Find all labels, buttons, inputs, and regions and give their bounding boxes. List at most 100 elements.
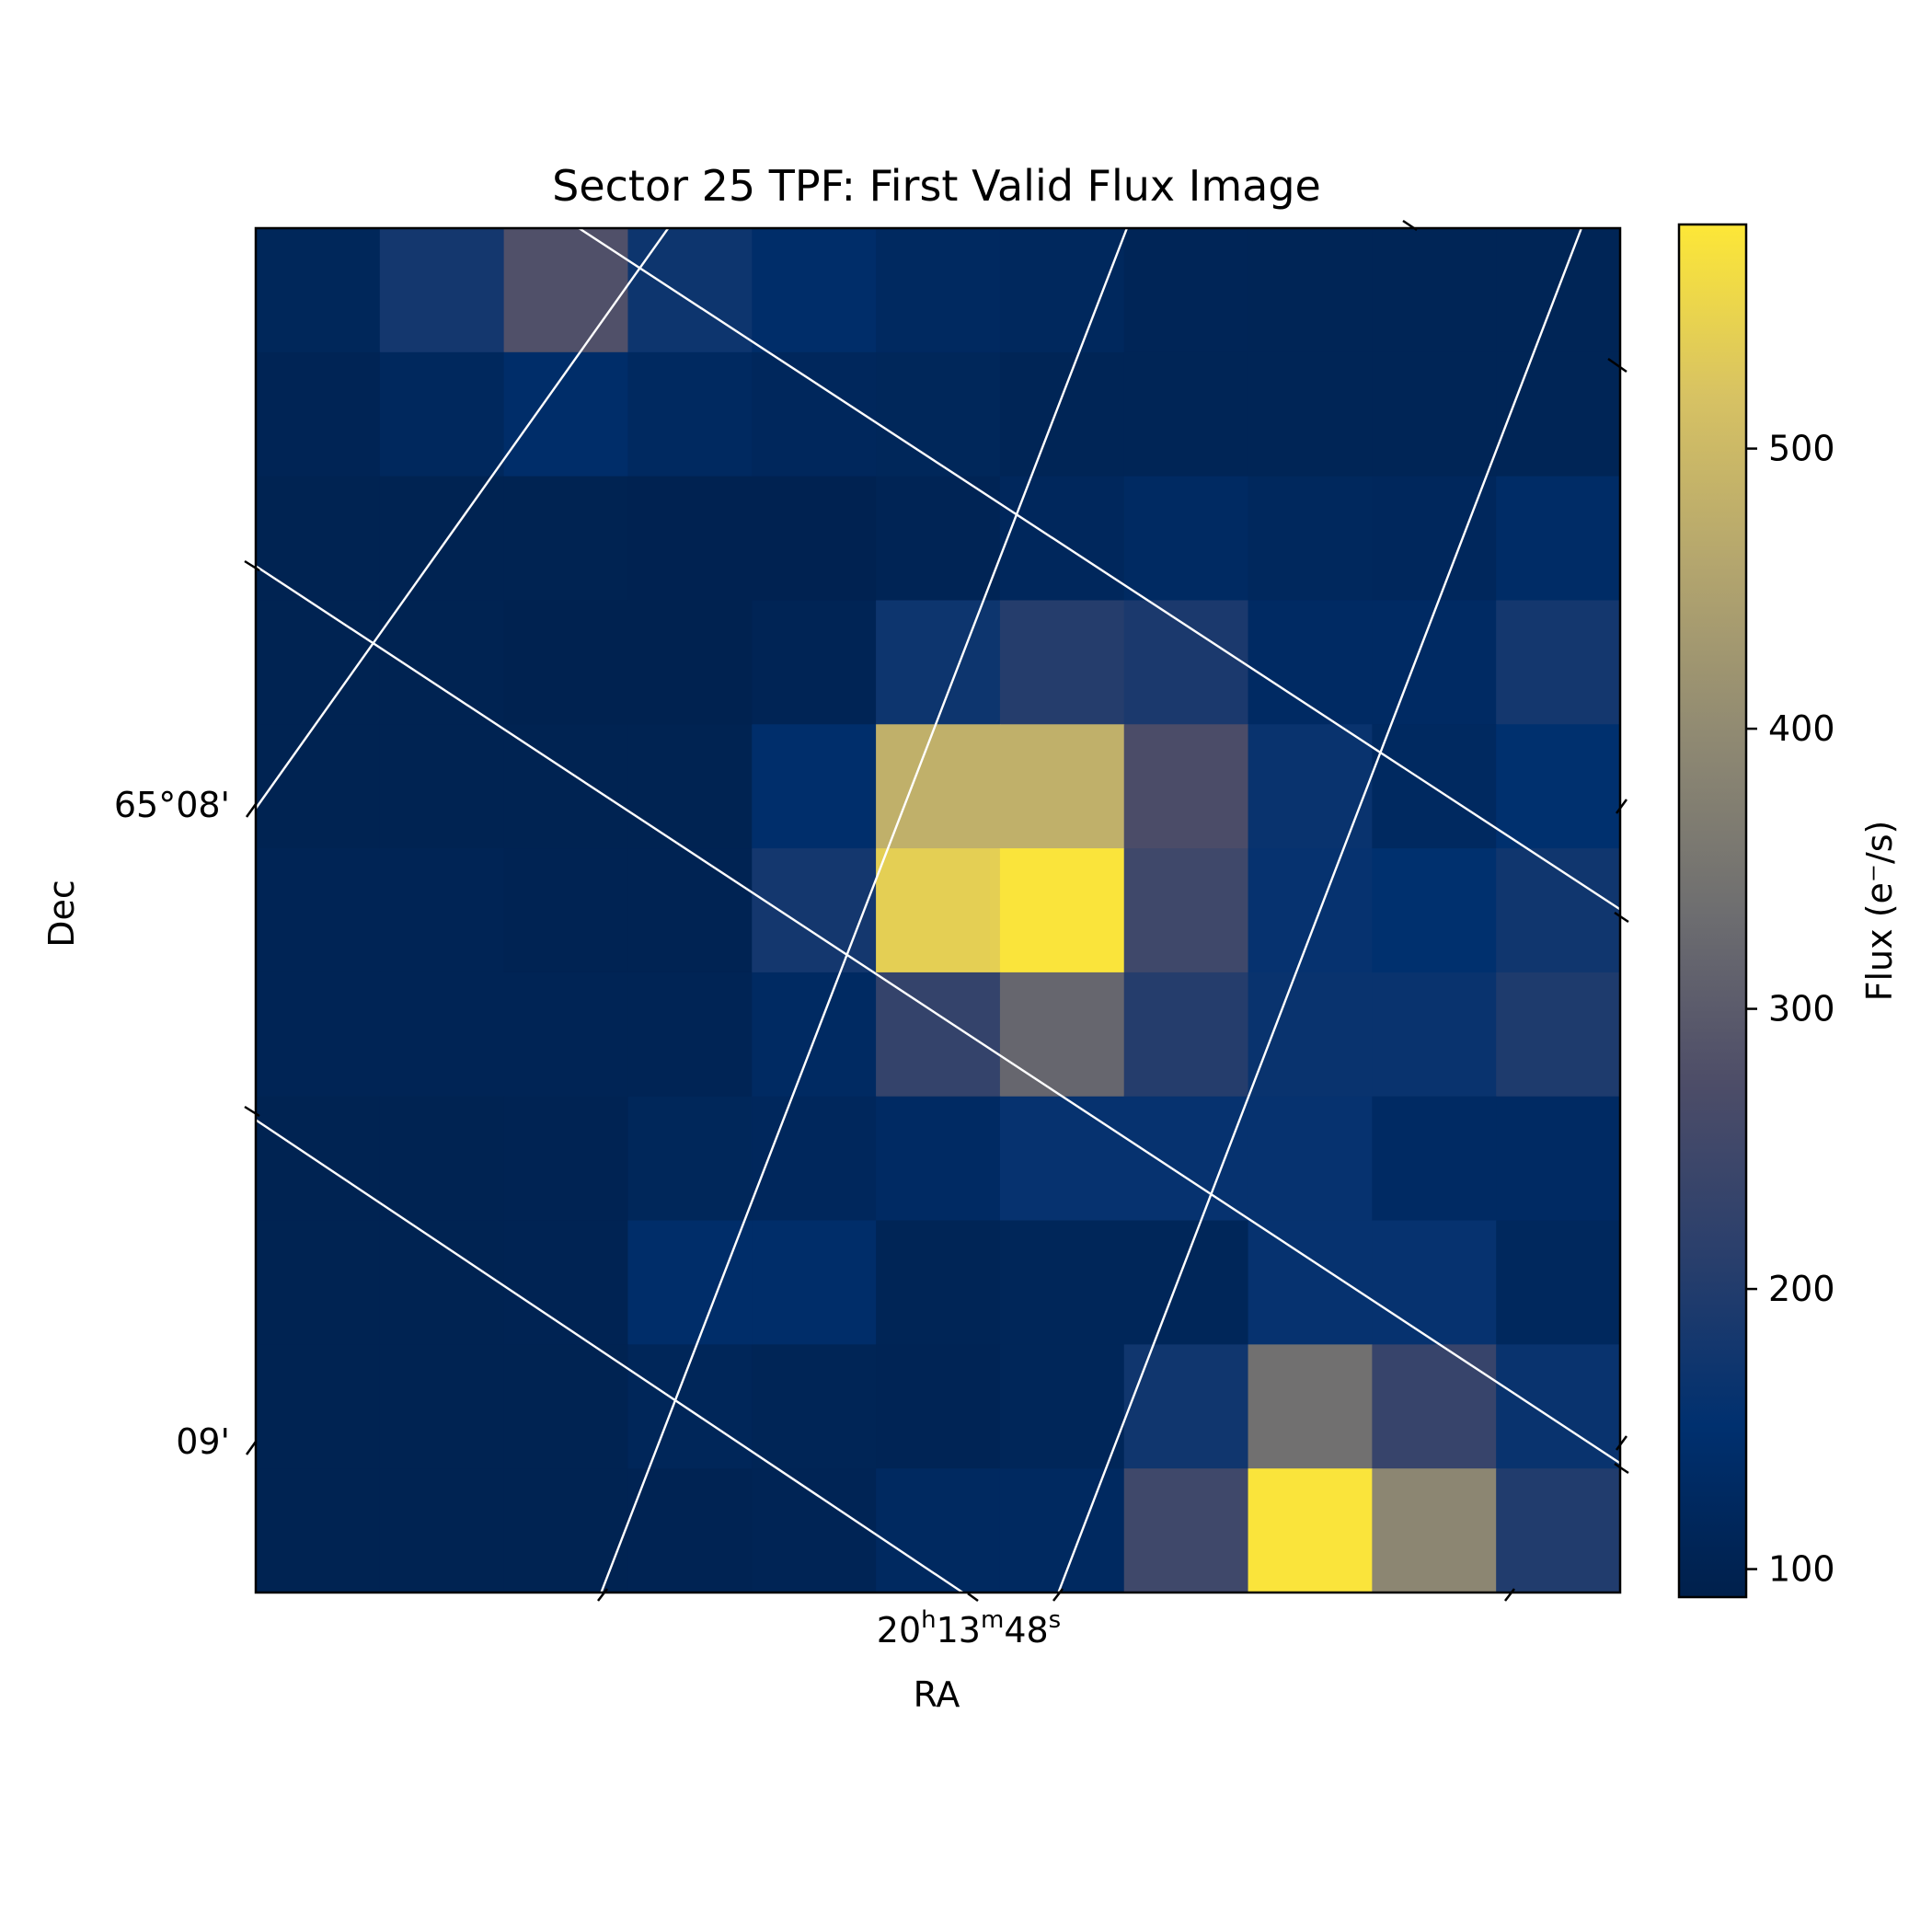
heatmap-cell (379, 351, 505, 477)
grid-line (600, 228, 1129, 1593)
heatmap-cell (503, 476, 629, 602)
heatmap-cell (379, 1344, 505, 1469)
heatmap-cell (379, 600, 505, 725)
heatmap-cell (876, 1096, 1001, 1222)
grid-tick (1607, 357, 1627, 374)
heatmap-cell (1496, 972, 1621, 1098)
heatmap-cell (752, 724, 877, 849)
heatmap-cell (627, 228, 753, 353)
heatmap-cell (1123, 972, 1249, 1098)
heatmap-cell (1123, 1344, 1249, 1469)
heatmap-cell (1372, 351, 1497, 477)
heatmap-cell (379, 1220, 505, 1345)
heatmap-cell (503, 972, 629, 1098)
grid-tick (245, 1441, 258, 1455)
heatmap-cell (627, 476, 753, 602)
grid-tick (1614, 911, 1629, 924)
grid-tick (1504, 1588, 1515, 1602)
heatmap-cell (999, 848, 1125, 973)
heatmap-cell (379, 476, 505, 602)
heatmap-cell (1248, 600, 1373, 725)
grid-tick (244, 559, 260, 572)
heatmap-cell (1496, 1096, 1621, 1222)
heatmap-cell (876, 972, 1001, 1098)
heatmap-cell (1496, 1468, 1621, 1593)
heatmap-cell (999, 351, 1125, 477)
grid-tick (597, 1588, 608, 1602)
colorbar-ticks: 100 200 300 400 500 (1746, 429, 1835, 1590)
colorbar-tick-label: 400 (1768, 708, 1835, 749)
grid-line (256, 564, 1620, 1465)
heatmap-cell (999, 1220, 1125, 1345)
heatmap-cell (1123, 1220, 1249, 1345)
heatmap-cell (1248, 1468, 1373, 1593)
heatmap-cell (876, 848, 1001, 973)
heatmap-cell (876, 476, 1001, 602)
grid-tick (1052, 1588, 1064, 1602)
heatmap-cell (1372, 1344, 1497, 1469)
heatmap-cell (1496, 1220, 1621, 1345)
heatmap-cell (627, 1096, 753, 1222)
heatmap-cell (876, 1344, 1001, 1469)
heatmap-cell (876, 1220, 1001, 1345)
grid-tick (1614, 1462, 1629, 1475)
heatmap-cell (752, 1096, 877, 1222)
heatmap-cell (379, 724, 505, 849)
heatmap-cell (1123, 848, 1249, 973)
heatmap-cell (752, 1468, 877, 1593)
heatmap-cell (379, 1468, 505, 1593)
heatmap-cell (503, 600, 629, 725)
heatmap-cell (1496, 351, 1621, 477)
heatmap-cell (1372, 1468, 1497, 1593)
heatmap-cell (1496, 724, 1621, 849)
heatmap-cell (256, 600, 381, 725)
heatmap-cell (999, 724, 1125, 849)
heatmap-cell (1372, 972, 1497, 1098)
heatmap-cell (1248, 1096, 1373, 1222)
heatmap-cell (503, 1344, 629, 1469)
heatmap-cell (256, 1220, 381, 1345)
heatmap-cell (256, 476, 381, 602)
y-axis-label: Dec (41, 880, 82, 948)
heatmap-cell (1372, 228, 1497, 353)
heatmap-cell (752, 848, 877, 973)
heatmap-cell (1123, 1096, 1249, 1222)
heatmap-cell (503, 228, 629, 353)
heatmap-cell (1372, 600, 1497, 725)
grid-tick (1615, 1435, 1628, 1451)
heatmap-cell (999, 1096, 1125, 1222)
heatmap-cell (627, 1220, 753, 1345)
heatmap-cell (1496, 476, 1621, 602)
heatmap-cell (627, 848, 753, 973)
heatmap-cell (1248, 228, 1373, 353)
heatmap-cell (876, 600, 1001, 725)
heatmap-cell (1496, 848, 1621, 973)
heatmap-cell (752, 228, 877, 353)
grid-tick (245, 803, 258, 818)
heatmap-cell (1248, 972, 1373, 1098)
heatmap-cell (256, 972, 381, 1098)
colorbar (1677, 223, 1748, 1599)
heatmap-cell (876, 228, 1001, 353)
heatmap-cell (503, 1468, 629, 1593)
heatmap-cell (379, 848, 505, 973)
heatmap-cell (876, 1468, 1001, 1593)
heatmap-cell (1372, 476, 1497, 602)
heatmap-cell (1248, 1344, 1373, 1469)
heatmap-cell (379, 228, 505, 353)
heatmap-cell (256, 724, 381, 849)
heatmap-cell (256, 228, 381, 353)
heatmap-cell (1123, 351, 1249, 477)
heatmap-cell (1248, 1220, 1373, 1345)
heatmap-cell (1496, 600, 1621, 725)
colorbar-label: Flux (e⁻/s) (1859, 821, 1900, 1002)
x-axis-label: RA (914, 1674, 960, 1715)
grid-tick (1615, 799, 1628, 814)
heatmap-cell (752, 351, 877, 477)
chart-title: Sector 25 TPF: First Valid Flux Image (552, 161, 1321, 211)
heatmap-cell (379, 972, 505, 1098)
heatmap-cell (1372, 848, 1497, 973)
heatmap-cell (752, 972, 877, 1098)
